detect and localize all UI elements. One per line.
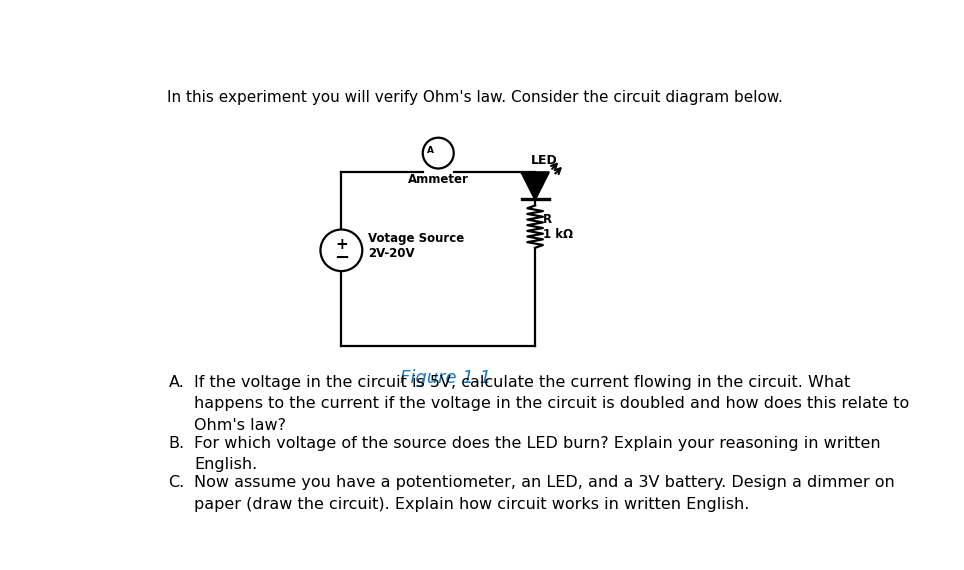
Text: B.: B. <box>169 435 185 451</box>
Text: Ammeter: Ammeter <box>408 173 469 186</box>
Polygon shape <box>522 172 549 199</box>
Text: Figure 1.1: Figure 1.1 <box>400 369 492 386</box>
Text: −: − <box>334 249 349 267</box>
Circle shape <box>423 138 454 169</box>
Circle shape <box>320 230 362 271</box>
Text: R
1 kΩ: R 1 kΩ <box>543 213 573 241</box>
Text: Now assume you have a potentiometer, an LED, and a 3V battery. Design a dimmer o: Now assume you have a potentiometer, an … <box>194 475 895 511</box>
Text: In this experiment you will verify Ohm's law. Consider the circuit diagram below: In this experiment you will verify Ohm's… <box>167 90 783 105</box>
Text: +: + <box>335 237 348 251</box>
Text: If the voltage in the circuit is 5V, calculate the current flowing in the circui: If the voltage in the circuit is 5V, cal… <box>194 375 909 433</box>
Text: LED: LED <box>531 154 558 167</box>
Text: C.: C. <box>169 475 185 490</box>
Text: Votage Source
2V-20V: Votage Source 2V-20V <box>368 233 465 260</box>
Text: For which voltage of the source does the LED burn? Explain your reasoning in wri: For which voltage of the source does the… <box>194 435 881 473</box>
Text: A: A <box>427 146 434 155</box>
Text: A.: A. <box>169 375 184 390</box>
